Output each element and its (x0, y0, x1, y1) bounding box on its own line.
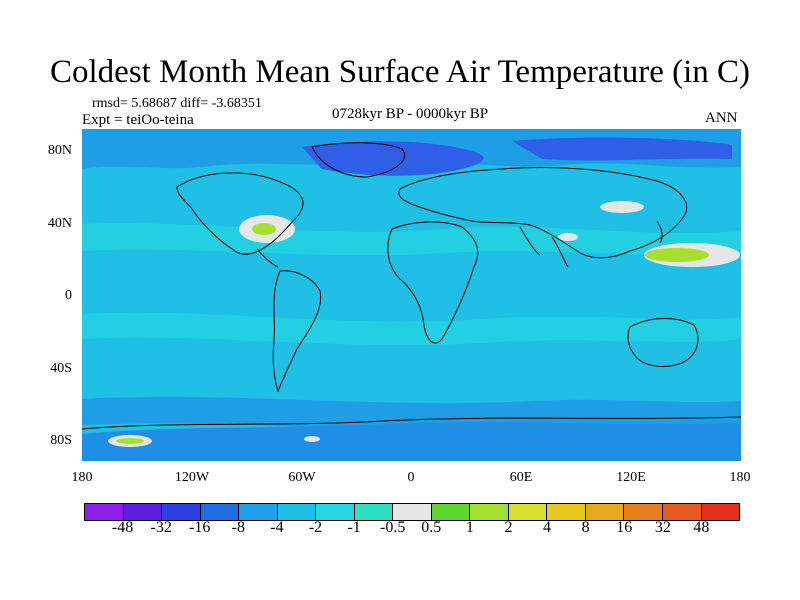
colorbar-label: -1 (347, 519, 361, 536)
lat-tick-80n: 80N (47, 143, 72, 158)
temperature-map (82, 129, 741, 461)
experiment-label: Expt = teiOo-teina (82, 112, 194, 128)
coast-arabia (519, 226, 541, 256)
colorbar-label: 16 (616, 519, 633, 536)
colorbar-swatch (624, 503, 663, 521)
colorbar-label: -8 (231, 519, 246, 536)
coast-south-america (272, 270, 322, 393)
colorbar-swatch (200, 503, 240, 521)
colorbar-label: -2 (308, 519, 323, 536)
colorbar-swatch (162, 503, 201, 521)
colorbar-swatch (470, 503, 509, 521)
colorbar-label: 8 (581, 519, 590, 536)
lon-tick-120e: 120E (616, 470, 646, 485)
colorbar-swatch (123, 503, 163, 521)
season-label: ANN (705, 110, 738, 126)
weddell-anomaly (304, 436, 320, 442)
coast-japan (656, 220, 663, 244)
period-label: 0728kyr BP - 0000kyr BP (331, 106, 489, 122)
colorbar-swatch (662, 503, 702, 521)
southern-mid-band (82, 312, 741, 346)
pacific-anomaly-core (645, 248, 709, 262)
colorbar-label: -0.5 (380, 519, 406, 536)
colorbar-label: 0.5 (421, 519, 442, 536)
lat-tick-equator: 0 (65, 288, 72, 303)
colorbar-label: 4 (543, 519, 552, 536)
colorbar-swatch (508, 503, 548, 521)
colorbar-label: -4 (270, 519, 284, 536)
colorbar-swatch (239, 503, 278, 521)
colorbar-label: 48 (693, 519, 710, 536)
map-canvas (82, 129, 741, 461)
colorbar-swatch (277, 503, 317, 521)
rmsd-diff-stats: rmsd= 5.68687 diff= -3.68351 (92, 96, 262, 111)
lat-tick-40n: 40N (47, 216, 72, 231)
lon-tick-60e: 60E (509, 470, 533, 485)
coast-india (551, 236, 569, 268)
colorbar-label: -48 (111, 519, 134, 536)
colorbar-swatch (431, 503, 471, 521)
colorbar-swatch (547, 503, 586, 521)
lat-tick-80s: 80S (50, 433, 72, 448)
colorbar-label: 32 (654, 519, 671, 536)
coast-eurasia (398, 167, 688, 259)
antarctic-anomaly-core (116, 438, 144, 444)
colorbar-label: -32 (150, 519, 172, 536)
siberia-cold-region (512, 137, 732, 161)
colorbar-swatch (585, 503, 625, 521)
antarctic-field (82, 421, 741, 461)
map-title: Coldest Month Mean Surface Air Temperatu… (50, 54, 750, 90)
colorbar-label: 1 (465, 519, 474, 536)
coast-africa (387, 221, 479, 344)
coastlines (82, 142, 741, 430)
lon-tick-180w: 180 (71, 470, 93, 485)
coast-central-america (256, 248, 279, 268)
coast-north-america (176, 172, 304, 255)
lon-tick-60w: 60W (288, 470, 316, 485)
coast-greenland (311, 142, 405, 178)
colorbar-label: 2 (504, 519, 513, 536)
colorbar-swatch (393, 503, 432, 521)
lon-tick-120w: 120W (174, 470, 210, 485)
coast-antarctica (82, 416, 741, 430)
himalaya-anomaly (558, 233, 578, 241)
southern-ocean-band (82, 396, 741, 430)
lon-tick-180e: 180 (729, 470, 751, 485)
colorbar-swatch (84, 503, 124, 521)
colorbar-swatch (316, 503, 355, 521)
lon-tick-0: 0 (407, 470, 415, 485)
central-asia-anomaly (600, 201, 644, 213)
colorbar-label: -16 (189, 519, 211, 536)
coast-australia (627, 318, 699, 367)
lat-tick-40s: 40S (50, 361, 72, 376)
colorbar-swatch (701, 503, 741, 521)
north-america-anomaly-core (252, 223, 276, 235)
greenland-cold-region (302, 141, 484, 176)
colorbar-swatch (354, 503, 394, 521)
colorbar (84, 503, 741, 521)
